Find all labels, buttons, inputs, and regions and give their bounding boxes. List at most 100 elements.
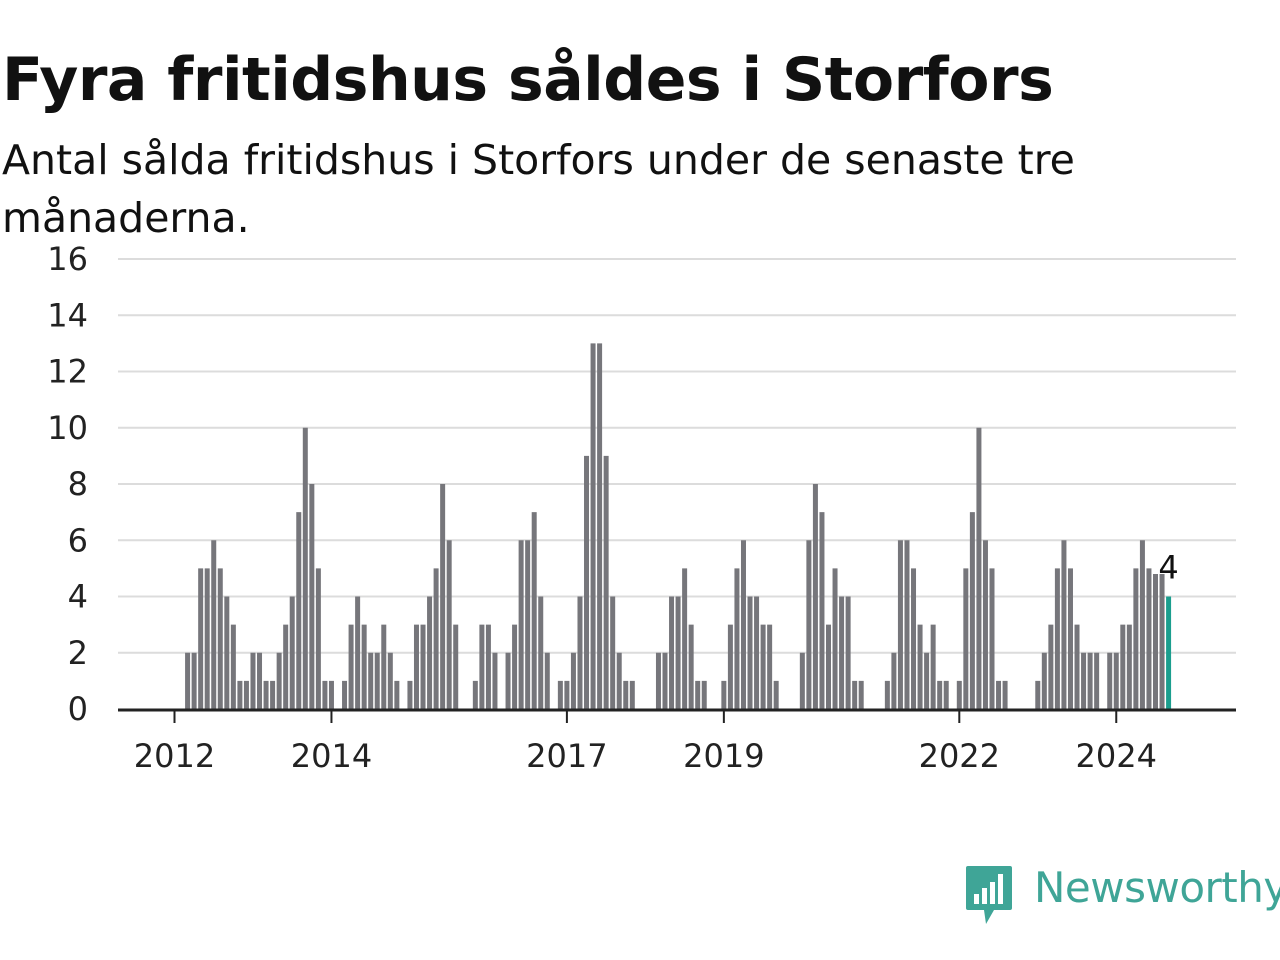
- bar: [695, 680, 701, 710]
- bar: [812, 484, 818, 709]
- bar: [204, 568, 210, 710]
- bar: [911, 568, 917, 710]
- bar: [963, 568, 969, 710]
- bar: [1061, 540, 1067, 709]
- bar: [891, 652, 897, 709]
- bar: [355, 596, 361, 709]
- bar: [538, 596, 544, 709]
- bar: [669, 596, 675, 709]
- bar: [1094, 652, 1100, 709]
- bar: [839, 596, 845, 709]
- y-tick-label-12: 12: [47, 353, 88, 391]
- x-tick-label-2024: 2024: [1076, 737, 1157, 775]
- bar-latest: [1166, 596, 1172, 709]
- brand-name: Newsworthy: [1034, 863, 1280, 912]
- bar: [937, 680, 943, 710]
- bar: [996, 680, 1002, 710]
- bar: [531, 512, 537, 710]
- bar: [1087, 652, 1093, 709]
- bar: [250, 652, 256, 709]
- bar: [440, 484, 446, 709]
- latest-value-label: 4: [1158, 549, 1178, 587]
- bar: [734, 568, 740, 710]
- bar: [675, 596, 681, 709]
- bar: [721, 680, 727, 710]
- bar: [387, 652, 393, 709]
- bar: [832, 568, 838, 710]
- bar: [754, 596, 760, 709]
- bar: [381, 624, 387, 710]
- bar: [1054, 568, 1060, 710]
- bar: [845, 596, 851, 709]
- y-tick-label-2: 2: [68, 634, 88, 672]
- bar: [413, 624, 419, 710]
- bar: [917, 624, 923, 710]
- bar: [525, 540, 531, 709]
- bar: [518, 540, 524, 709]
- bar: [989, 568, 995, 710]
- bar: [1146, 568, 1152, 710]
- bar: [492, 652, 498, 709]
- bar: [826, 624, 831, 710]
- bar: [767, 624, 773, 710]
- y-tick-label-4: 4: [68, 578, 88, 616]
- bar: [616, 652, 622, 709]
- bar: [322, 680, 328, 710]
- bar: [662, 652, 668, 709]
- bar: [257, 652, 263, 709]
- bar: [328, 680, 334, 710]
- bar: [629, 680, 635, 710]
- bar: [296, 512, 302, 710]
- bar: [1081, 652, 1087, 709]
- x-tick-label-2022: 2022: [919, 737, 1000, 775]
- bar: [1139, 540, 1145, 709]
- bar: [263, 680, 269, 710]
- bar: [211, 540, 217, 709]
- bar: [655, 652, 661, 709]
- bar: [1153, 574, 1158, 709]
- bar: [773, 680, 779, 710]
- bar: [924, 652, 930, 709]
- bar: [485, 624, 491, 710]
- bar: [976, 427, 982, 709]
- bar: [198, 568, 204, 710]
- bar: [289, 596, 295, 709]
- bar: [858, 680, 864, 710]
- bar: [623, 680, 629, 710]
- bar: [315, 568, 321, 710]
- bar: [512, 624, 518, 710]
- bar: [590, 343, 596, 710]
- bar: [453, 624, 459, 710]
- bar: [368, 652, 374, 709]
- bar: [564, 680, 570, 710]
- y-tick-label-14: 14: [47, 296, 88, 334]
- bar: [433, 568, 439, 710]
- labels: 0 2 4 6 8 10 12 14 16 2012 2014 2017 2019 2022 2024 4: [47, 240, 1178, 775]
- bar: [584, 455, 590, 710]
- bar: [1002, 680, 1008, 710]
- bar: [472, 680, 478, 710]
- bar: [185, 652, 191, 709]
- bar: [982, 540, 988, 709]
- y-tick-label-6: 6: [68, 521, 88, 559]
- bar: [688, 624, 694, 710]
- bar: [1126, 624, 1132, 710]
- bar: [897, 540, 903, 709]
- bar: [1107, 652, 1113, 709]
- bar: [309, 484, 315, 709]
- bar: [969, 512, 975, 710]
- bar: [760, 624, 766, 710]
- bar: [956, 680, 962, 710]
- bar: [348, 624, 354, 710]
- bar: [544, 652, 550, 709]
- bar: [1041, 652, 1047, 709]
- bar: [799, 652, 805, 709]
- bar: [747, 596, 753, 709]
- bar: [603, 455, 609, 710]
- x-tick-label-2019: 2019: [683, 737, 764, 775]
- newsworthy-logo: Newsworthy: [964, 864, 1280, 926]
- bar: [407, 680, 413, 710]
- x-tick-label-2017: 2017: [526, 737, 607, 775]
- x-tick-label-2014: 2014: [291, 737, 372, 775]
- bar: [701, 680, 707, 710]
